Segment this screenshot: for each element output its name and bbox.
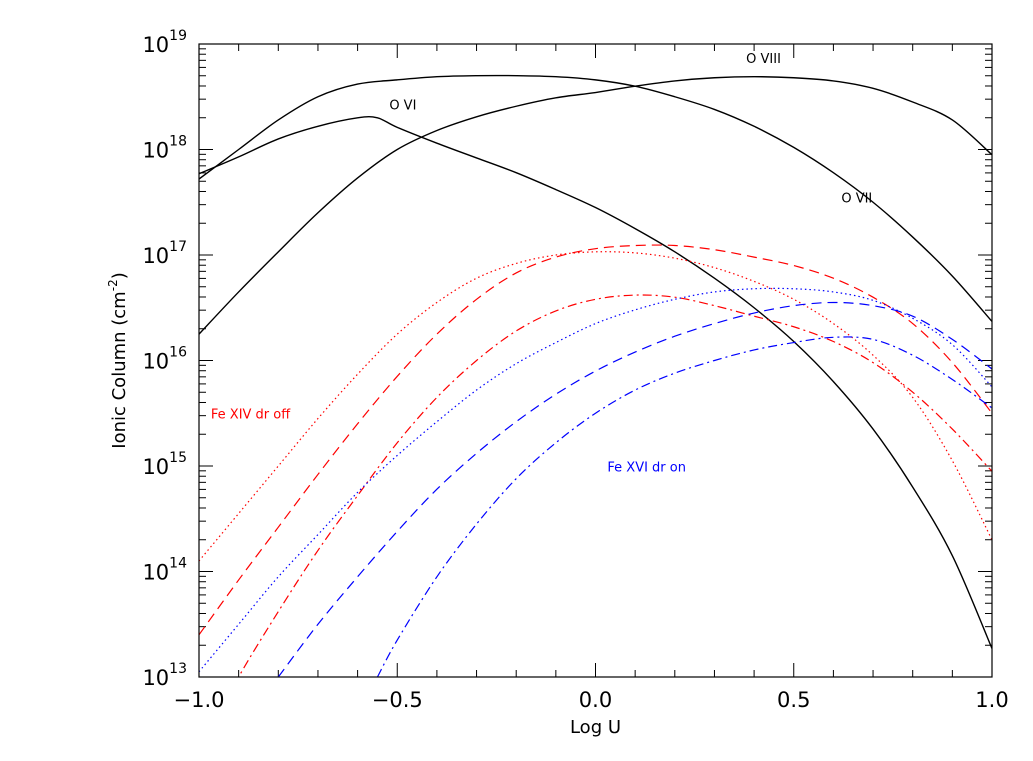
x-tick-label: 1.0	[975, 688, 1008, 712]
series-fe-xv	[237, 294, 992, 677]
x-tick-label: 0.0	[579, 688, 612, 712]
y-tick-label: 1015	[142, 450, 187, 479]
series-fe-xvi-dr-off	[199, 287, 992, 673]
annotation-fe-xvi-dr-on: Fe XVI dr on	[607, 460, 686, 475]
plot-frame	[198, 43, 993, 678]
series-fe-xiv-dr-on	[199, 244, 992, 636]
annotation-o-viii: O VIII	[746, 52, 781, 67]
tick-labels: −1.0 −0.5 0.0 0.5 1.0 1013 1014 1015 1016 1017 101…	[142, 28, 1008, 712]
series-fe-xvii	[376, 336, 992, 677]
series-fe-xiv-dr-off	[199, 251, 992, 562]
y-tick-label: 1018	[142, 134, 187, 163]
x-tick-label: −0.5	[372, 688, 423, 712]
y-axis-label-suffix: )	[109, 272, 130, 279]
y-tick-label: 1014	[142, 556, 187, 585]
series-o-vi	[199, 116, 992, 649]
annotation-o-vii: O VII	[841, 191, 872, 206]
y-axis-label-exp: -2	[106, 279, 120, 291]
y-tick-label: 1019	[142, 28, 187, 57]
x-tick-label: −1.0	[174, 688, 225, 712]
series-fe-xvi-dr-on	[277, 301, 992, 677]
series-o-viii	[199, 75, 992, 335]
annotation-o-vi: O VI	[389, 98, 416, 113]
x-axis-label: Log U	[570, 717, 621, 738]
axis-ticks	[198, 43, 993, 678]
series-layer	[199, 74, 992, 677]
annotation-fe-xiv-dr-off: Fe XIV dr off	[211, 408, 291, 423]
y-tick-label: 1017	[142, 239, 187, 268]
x-tick-label: 0.5	[777, 688, 810, 712]
y-axis-label: Ionic Column (cm-2)	[106, 272, 130, 448]
series-o-vii	[199, 74, 992, 322]
annotations: O VIII O VI O VII Fe XIV dr off Fe XVI dr on	[211, 52, 872, 475]
y-tick-label: 1013	[142, 661, 187, 690]
y-tick-label: 1016	[142, 345, 187, 374]
y-axis-label-main: Ionic Column (cm	[109, 291, 130, 448]
